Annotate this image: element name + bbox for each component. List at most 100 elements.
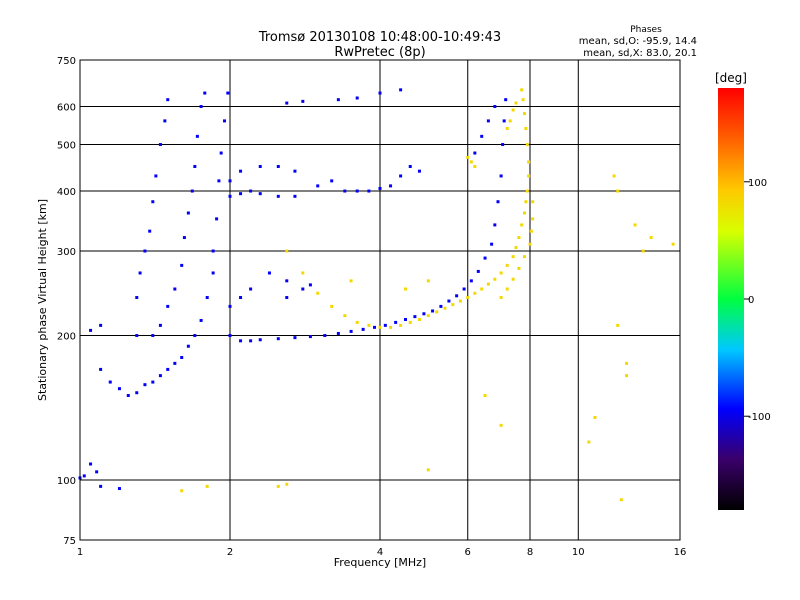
data-point-o <box>249 287 253 291</box>
data-point-x <box>480 287 484 291</box>
data-point-o <box>301 99 305 103</box>
data-point-x <box>330 304 334 308</box>
data-point-o <box>285 101 289 105</box>
data-point-x <box>514 246 518 250</box>
data-point-x <box>525 143 529 147</box>
data-point-o <box>462 287 466 291</box>
data-point-o <box>330 179 334 183</box>
data-point-x <box>399 323 403 327</box>
y-tick-label: 100 <box>57 476 76 487</box>
data-point-o <box>343 189 347 193</box>
data-point-o <box>476 269 480 273</box>
data-point-o <box>499 174 503 178</box>
data-point-x <box>616 323 620 327</box>
data-point-x <box>483 394 487 398</box>
data-point-o <box>349 329 353 333</box>
data-point-x <box>486 282 490 286</box>
colorbar-tick-label: 100 <box>748 178 767 189</box>
data-point-o <box>186 211 190 215</box>
x-tick-label: 16 <box>674 547 687 558</box>
data-point-x <box>417 317 421 321</box>
phase-info-heading: Phases <box>630 25 662 35</box>
data-point-x <box>671 242 675 246</box>
x-axis-label: Frequency [MHz] <box>334 556 426 569</box>
y-tick-label: 300 <box>57 247 76 258</box>
data-point-o <box>143 383 147 387</box>
colorbar-ticks: 100 0 -100 <box>744 178 771 423</box>
colorbar <box>718 88 744 510</box>
data-point-x <box>514 101 518 105</box>
data-point-x <box>466 155 470 159</box>
data-point-o <box>504 98 508 102</box>
data-point-o <box>190 189 194 193</box>
data-point-o <box>361 327 365 331</box>
data-point-x <box>389 325 393 329</box>
data-point-x <box>285 482 289 486</box>
data-point-o <box>473 151 477 155</box>
data-point-x <box>435 310 439 314</box>
data-point-o <box>148 229 152 233</box>
data-point-o <box>455 294 459 298</box>
data-point-x <box>521 98 525 102</box>
data-point-x <box>443 306 447 310</box>
data-point-x <box>511 255 515 259</box>
y-axis-label: Stationary phase Virtual Height [km] <box>36 199 49 401</box>
data-point-x <box>473 164 477 168</box>
data-point-x <box>527 160 531 164</box>
data-point-x <box>349 279 353 283</box>
data-point-o <box>135 296 139 300</box>
data-point-o <box>166 367 170 371</box>
data-point-o <box>367 189 371 193</box>
data-point-x <box>524 200 528 204</box>
x-tick-label: 8 <box>527 547 533 558</box>
data-point-o <box>355 189 359 193</box>
data-point-o <box>373 325 377 329</box>
data-point-x <box>355 320 359 324</box>
data-point-x <box>316 291 320 295</box>
data-point-x <box>612 174 616 178</box>
data-point-x <box>523 211 527 215</box>
phase-info-x: mean, sd,X: 83.0, 20.1 <box>583 48 697 59</box>
data-points <box>78 88 675 502</box>
data-point-x <box>649 236 653 240</box>
x-tick-label: 6 <box>465 547 471 558</box>
data-point-o <box>483 256 487 260</box>
data-point-o <box>163 119 167 123</box>
plot-frame <box>79 59 681 541</box>
data-point-x <box>301 271 305 275</box>
data-point-o <box>211 249 215 253</box>
data-point-x <box>517 236 521 240</box>
data-point-x <box>426 314 430 318</box>
data-point-o <box>143 249 147 253</box>
data-point-o <box>293 194 297 198</box>
data-point-o <box>166 98 170 102</box>
data-point-o <box>82 474 86 478</box>
data-point-o <box>223 119 227 123</box>
data-point-o <box>308 335 312 339</box>
data-point-x <box>529 229 533 233</box>
data-point-o <box>447 299 451 303</box>
data-point-o <box>99 484 103 488</box>
data-point-o <box>228 334 232 338</box>
data-point-o <box>151 200 155 204</box>
data-point-x <box>469 160 473 164</box>
data-point-o <box>301 287 305 291</box>
data-point-x <box>511 277 515 281</box>
data-point-o <box>158 143 162 147</box>
data-point-o <box>408 164 412 168</box>
data-point-o <box>493 105 497 109</box>
data-point-o <box>469 279 473 283</box>
data-point-o <box>276 337 280 341</box>
y-tick-label: 400 <box>57 187 76 198</box>
data-point-o <box>276 164 280 168</box>
data-point-o <box>217 179 221 183</box>
data-point-o <box>501 143 505 147</box>
data-point-o <box>203 91 207 95</box>
data-point-o <box>180 263 184 267</box>
data-point-o <box>117 387 121 391</box>
data-point-x <box>473 291 477 295</box>
data-point-o <box>422 312 426 316</box>
data-point-x <box>524 126 528 130</box>
data-point-x <box>499 271 503 275</box>
